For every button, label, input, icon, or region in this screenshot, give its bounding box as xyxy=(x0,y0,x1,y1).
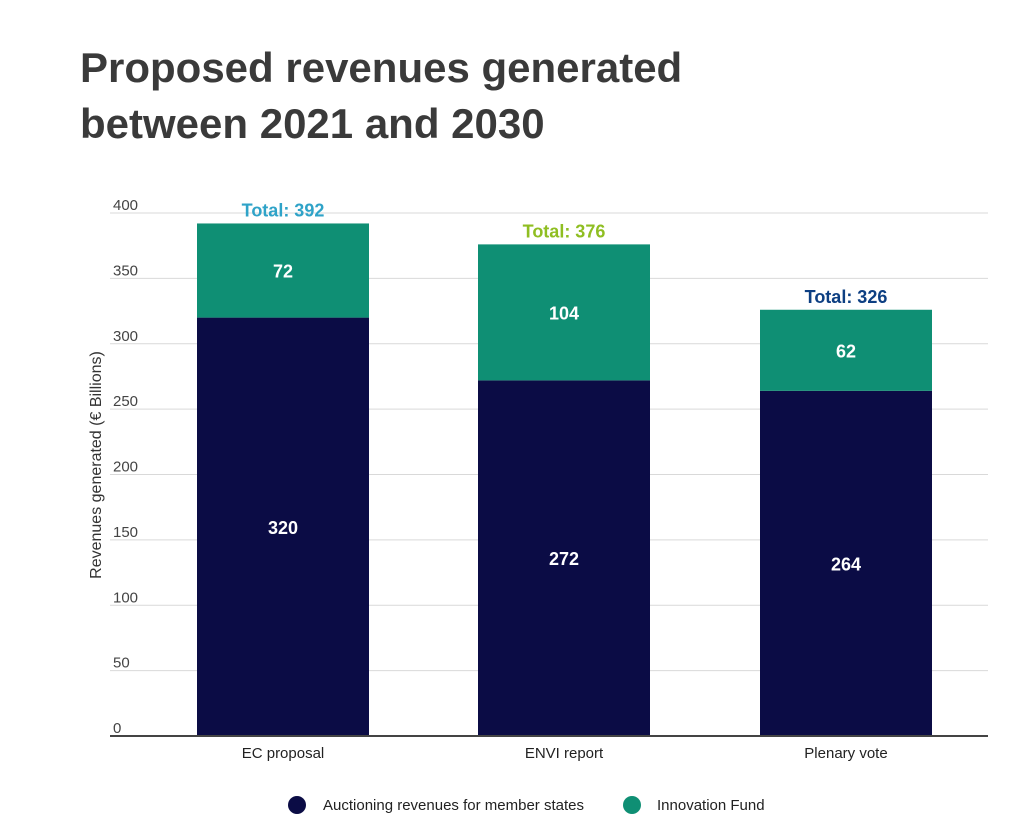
legend-swatch xyxy=(288,796,306,814)
y-tick-label: 300 xyxy=(113,328,138,345)
bar-segment xyxy=(197,223,369,318)
x-category-label: Plenary vote xyxy=(804,745,887,762)
x-category-label: EC proposal xyxy=(242,745,325,762)
y-tick-label: 200 xyxy=(113,459,138,476)
legend-swatch xyxy=(623,796,641,814)
bar-segment xyxy=(478,380,650,736)
x-axis-categories: EC proposal ENVI report Plenary vote xyxy=(242,745,888,762)
total-label: Total: 392 xyxy=(242,200,325,220)
bar-segment xyxy=(760,309,932,391)
bar-value-label: 320 xyxy=(268,518,298,538)
bar-labels: 320 72 Total: 392 272 104 Total: 376 264 62 Tota… xyxy=(242,200,888,574)
y-tick-label: 50 xyxy=(113,655,130,672)
bar-value-label: 104 xyxy=(549,303,579,323)
y-tick-label: 150 xyxy=(113,524,138,541)
bar-segment xyxy=(478,244,650,381)
y-tick-label: 100 xyxy=(113,589,138,606)
bars xyxy=(197,223,932,736)
bar-value-label: 72 xyxy=(273,262,293,282)
bar-value-label: 272 xyxy=(549,549,579,569)
bar-value-label: 62 xyxy=(836,341,856,361)
chart-title: Proposed revenues generated between 2021… xyxy=(80,40,880,152)
y-tick-label: 400 xyxy=(113,197,138,214)
y-axis-ticks: 0 50 100 150 200 250 300 350 400 xyxy=(113,197,138,737)
chart-title-line-2: between 2021 and 2030 xyxy=(80,100,545,147)
legend-label: Innovation Fund xyxy=(657,797,765,814)
chart-title-line-1: Proposed revenues generated xyxy=(80,44,683,91)
x-category-label: ENVI report xyxy=(525,745,604,762)
y-tick-label: 250 xyxy=(113,393,138,410)
legend: Auctioning revenues for member states Inn… xyxy=(288,796,765,814)
bar-segment xyxy=(760,390,932,736)
y-tick-label: 350 xyxy=(113,262,138,279)
y-axis-title: Revenues generated (€ Billions) xyxy=(88,351,105,579)
bar-segment xyxy=(197,317,369,736)
y-tick-label: 0 xyxy=(113,720,121,737)
legend-label: Auctioning revenues for member states xyxy=(323,797,584,814)
total-label: Total: 376 xyxy=(523,221,606,241)
total-label: Total: 326 xyxy=(805,287,888,307)
bar-value-label: 264 xyxy=(831,554,861,574)
